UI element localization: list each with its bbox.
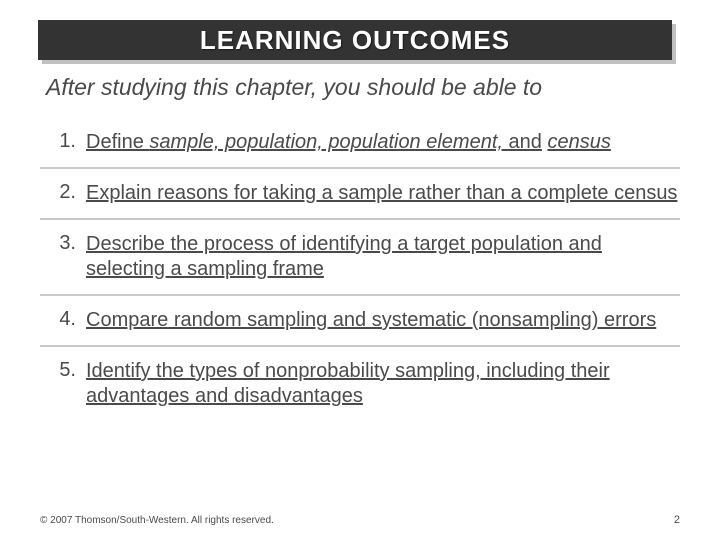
list-item: 5.Identify the types of nonprobability s… bbox=[40, 347, 680, 421]
list-item: 3.Describe the process of identifying a … bbox=[40, 220, 680, 296]
text-segment: Explain reasons for taking a sample rath… bbox=[86, 182, 677, 204]
list-item: 2.Explain reasons for taking a sample ra… bbox=[40, 169, 680, 220]
item-number: 5. bbox=[40, 359, 86, 382]
title-bar: LEARNING OUTCOMES bbox=[38, 20, 672, 60]
text-segment: Describe the process of identifying a ta… bbox=[86, 233, 602, 280]
item-number: 3. bbox=[40, 232, 86, 255]
copyright: © 2007 Thomson/South-Western. All rights… bbox=[40, 515, 274, 526]
item-number: 2. bbox=[40, 181, 86, 204]
item-text: Identify the types of nonprobability sam… bbox=[86, 359, 680, 409]
list-item: 4.Compare random sampling and systematic… bbox=[40, 296, 680, 347]
text-segment: sample, population, population element, bbox=[149, 131, 503, 153]
list-item: 1.Define sample, population, population … bbox=[40, 118, 680, 169]
item-number: 4. bbox=[40, 308, 86, 331]
text-segment: Define bbox=[86, 131, 149, 153]
text-segment: census bbox=[547, 131, 610, 153]
item-number: 1. bbox=[40, 130, 86, 153]
page-number: 2 bbox=[674, 514, 680, 526]
item-text: Describe the process of identifying a ta… bbox=[86, 232, 680, 282]
item-text: Explain reasons for taking a sample rath… bbox=[86, 181, 677, 206]
outcomes-list: 1.Define sample, population, population … bbox=[40, 118, 680, 421]
text-segment: Compare random sampling and systematic (… bbox=[86, 309, 656, 331]
item-text: Compare random sampling and systematic (… bbox=[86, 308, 656, 333]
subtitle: After studying this chapter, you should … bbox=[46, 74, 542, 101]
item-text: Define sample, population, population el… bbox=[86, 130, 611, 155]
text-segment: and bbox=[503, 131, 542, 153]
page-title: LEARNING OUTCOMES bbox=[200, 25, 510, 56]
text-segment: Identify the types of nonprobability sam… bbox=[86, 360, 610, 407]
